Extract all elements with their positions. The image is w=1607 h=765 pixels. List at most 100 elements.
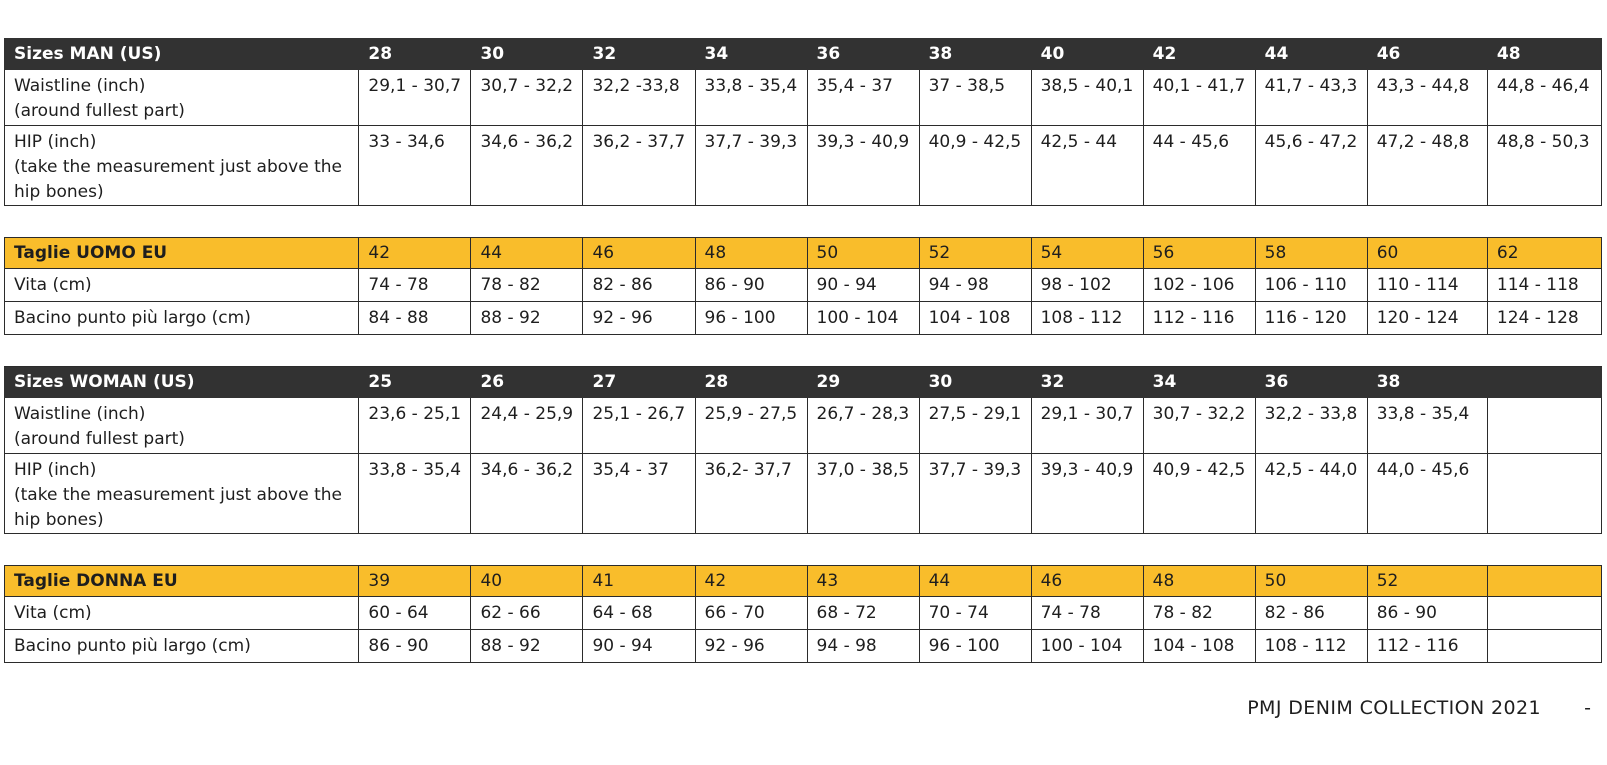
section-spacer — [4, 205, 1602, 238]
measurement-value: 114 - 118 — [1486, 268, 1603, 302]
size-cell: 36 — [1254, 366, 1368, 398]
measurement-value: 42,5 - 44 — [1030, 125, 1144, 206]
footer-dash: - — [1584, 697, 1591, 719]
spacer-cell — [4, 334, 1602, 367]
measurement-value: 78 - 82 — [1142, 596, 1256, 630]
measurement-value: 25,9 - 27,5 — [694, 397, 808, 454]
size-cell: 48 — [1142, 565, 1256, 597]
measurement-value: 44 - 45,6 — [1142, 125, 1256, 206]
measurement-value: 112 - 116 — [1366, 629, 1488, 663]
measurement-value — [1486, 397, 1603, 454]
size-cell: 42 — [358, 237, 472, 269]
measurement-value: 35,4 - 37 — [806, 69, 920, 126]
measurement-value: 44,0 - 45,6 — [1366, 453, 1488, 534]
measurement-value: 30,7 - 32,2 — [1142, 397, 1256, 454]
measurement-label: Waistline (inch) (around fullest part) — [3, 397, 360, 454]
size-cell: 42 — [694, 565, 808, 597]
size-cell: 32 — [1030, 366, 1144, 398]
measurement-value: 33,8 - 35,4 — [1366, 397, 1488, 454]
size-cell: 40 — [1030, 38, 1144, 70]
size-cell: 39 — [358, 565, 472, 597]
section-title: Sizes MAN (US) — [3, 38, 360, 70]
measurement-value: 112 - 116 — [1142, 301, 1256, 335]
size-chart-body: Sizes MAN (US) 28 30 32 34 36 38 40 42 44 46 48 Wais… — [3, 38, 1603, 663]
measurement-value: 48,8 - 50,3 — [1486, 125, 1603, 206]
measurement-value: 44,8 - 46,4 — [1486, 69, 1603, 126]
measurement-value: 40,9 - 42,5 — [1142, 453, 1256, 534]
size-cell: 38 — [1366, 366, 1488, 398]
measurement-value: 33 - 34,6 — [358, 125, 472, 206]
measurement-value: 38,5 - 40,1 — [1030, 69, 1144, 126]
measurement-value: 94 - 98 — [806, 629, 920, 663]
size-cell: 32 — [582, 38, 696, 70]
measurement-value: 64 - 68 — [582, 596, 696, 630]
size-cell: 42 — [1142, 38, 1256, 70]
measurement-value: 60 - 64 — [358, 596, 472, 630]
measurement-label: HIP (inch) (take the measurement just ab… — [3, 125, 360, 206]
measurement-row: Vita (cm) 74 - 78 78 - 82 82 - 86 86 - 90 90 … — [3, 268, 1603, 302]
measurement-value: 84 - 88 — [358, 301, 472, 335]
measurement-label: Vita (cm) — [3, 596, 360, 630]
measurement-value: 26,7 - 28,3 — [806, 397, 920, 454]
measurement-value: 96 - 100 — [694, 301, 808, 335]
measurement-value: 37,7 - 39,3 — [694, 125, 808, 206]
measurement-value: 42,5 - 44,0 — [1254, 453, 1368, 534]
measurement-value: 82 - 86 — [1254, 596, 1368, 630]
measurement-value: 25,1 - 26,7 — [582, 397, 696, 454]
section-header-uomo-eu: Taglie UOMO EU 42 44 46 48 50 52 54 56 58 60 62 — [3, 237, 1603, 269]
measurement-row: HIP (inch) (take the measurement just ab… — [3, 125, 1603, 206]
measurement-label: HIP (inch) (take the measurement just ab… — [3, 453, 360, 534]
size-cell: 46 — [582, 237, 696, 269]
section-spacer — [4, 533, 1602, 566]
measurement-value — [1486, 629, 1603, 663]
measurement-value: 120 - 124 — [1366, 301, 1488, 335]
size-cell — [1486, 366, 1603, 398]
size-cell: 52 — [918, 237, 1032, 269]
measurement-value: 110 - 114 — [1366, 268, 1488, 302]
measurement-value — [1486, 453, 1603, 534]
measurement-value: 102 - 106 — [1142, 268, 1256, 302]
measurement-value: 36,2 - 37,7 — [582, 125, 696, 206]
size-cell: 28 — [358, 38, 472, 70]
size-cell: 38 — [918, 38, 1032, 70]
measurement-value: 33,8 - 35,4 — [358, 453, 472, 534]
size-cell: 50 — [806, 237, 920, 269]
size-cell: 62 — [1486, 237, 1603, 269]
measurement-value: 27,5 - 29,1 — [918, 397, 1032, 454]
size-cell: 27 — [582, 366, 696, 398]
measurement-value: 32,2 - 33,8 — [1254, 397, 1368, 454]
size-cell: 43 — [806, 565, 920, 597]
measurement-value: 78 - 82 — [470, 268, 584, 302]
size-cell: 28 — [694, 366, 808, 398]
measurement-value: 34,6 - 36,2 — [470, 125, 584, 206]
measurement-value: 68 - 72 — [806, 596, 920, 630]
measurement-value: 37 - 38,5 — [918, 69, 1032, 126]
size-cell: 48 — [694, 237, 808, 269]
size-cell: 26 — [470, 366, 584, 398]
size-cell: 25 — [358, 366, 472, 398]
measurement-value: 37,7 - 39,3 — [918, 453, 1032, 534]
size-cell: 60 — [1366, 237, 1488, 269]
measurement-value: 108 - 112 — [1254, 629, 1368, 663]
measurement-value: 98 - 102 — [1030, 268, 1144, 302]
measurement-value: 86 - 90 — [694, 268, 808, 302]
measurement-value: 92 - 96 — [694, 629, 808, 663]
measurement-value: 39,3 - 40,9 — [1030, 453, 1144, 534]
measurement-value: 90 - 94 — [806, 268, 920, 302]
measurement-value — [1486, 596, 1603, 630]
measurement-value: 29,1 - 30,7 — [358, 69, 472, 126]
measurement-value: 30,7 - 32,2 — [470, 69, 584, 126]
measurement-value: 70 - 74 — [918, 596, 1032, 630]
measurement-value: 106 - 110 — [1254, 268, 1368, 302]
size-cell: 40 — [470, 565, 584, 597]
measurement-value: 41,7 - 43,3 — [1254, 69, 1368, 126]
measurement-value: 100 - 104 — [806, 301, 920, 335]
size-cell: 56 — [1142, 237, 1256, 269]
measurement-value: 23,6 - 25,1 — [358, 397, 472, 454]
measurement-value: 47,2 - 48,8 — [1366, 125, 1488, 206]
measurement-row: Vita (cm) 60 - 64 62 - 66 64 - 68 66 - 70 68 … — [3, 596, 1603, 630]
measurement-value: 74 - 78 — [1030, 596, 1144, 630]
section-title: Sizes WOMAN (US) — [3, 366, 360, 398]
section-header-woman-us: Sizes WOMAN (US) 25 26 27 28 29 30 32 34 36 38 — [3, 366, 1603, 398]
measurement-value: 62 - 66 — [470, 596, 584, 630]
